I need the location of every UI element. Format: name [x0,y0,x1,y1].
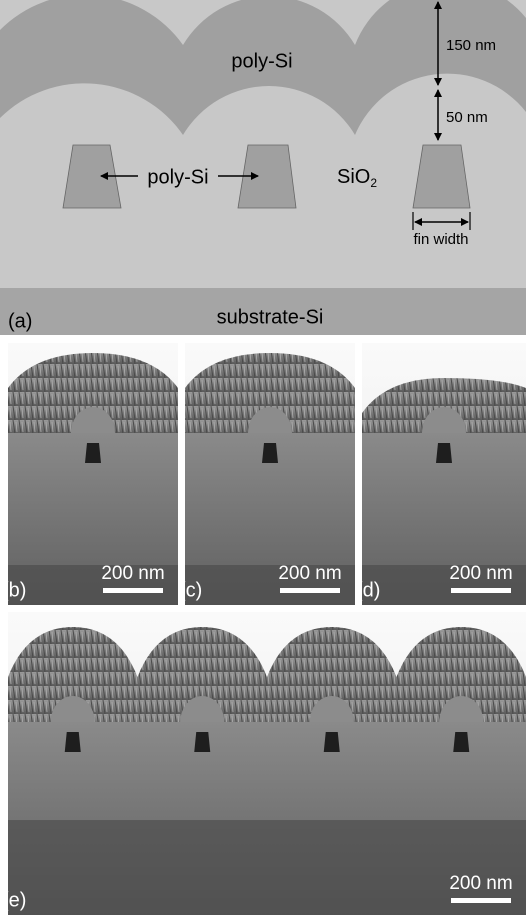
panel-label: (a) [8,310,32,332]
fin [324,732,340,752]
top-layer-label: poly-Si [231,50,292,72]
tem-images: 200 nm (b) 200 nm (c) 200 nm (d) 200 nm (e) [2,343,526,915]
scale-bar [280,588,340,593]
scale-bar-label: 200 nm [449,563,512,584]
fin [194,732,210,752]
panel-label: (d) [356,579,380,601]
scale-bar [451,588,511,593]
fin-width-label: fin width [413,231,468,248]
fin [453,732,469,752]
panel-label: (b) [2,579,26,601]
fin [436,443,452,463]
tem-substrate [8,820,526,915]
scale-bar-label: 200 nm [449,873,512,894]
figure: poly-Si 150 nm 50 nm poly-Si SiO2 fin wi… [0,0,526,915]
schematic: poly-Si 150 nm 50 nm poly-Si SiO2 fin wi… [0,0,526,335]
scale-bar-label: 200 nm [101,563,164,584]
scale-bar-label: 200 nm [278,563,341,584]
dimension-label: 150 nm [446,37,496,54]
tem-panel: 200 nm (d) [356,343,526,605]
fin-label: poly-Si [147,166,208,188]
fin [65,732,81,752]
tem-panel: 200 nm (c) [179,343,355,605]
oxide-text: SiO [337,166,370,188]
scale-bar [103,588,163,593]
fin [262,443,278,463]
oxide-subscript: 2 [370,176,377,190]
dimension-label: 50 nm [446,109,488,126]
tem-panel: 200 nm (e) [2,612,526,915]
scale-bar [451,898,511,903]
panel-label: (c) [179,579,202,601]
page: poly-Si 150 nm 50 nm poly-Si SiO2 fin wi… [0,0,526,915]
panel-label: (e) [2,889,26,911]
tem-panel: 200 nm (b) [2,343,178,605]
fin [85,443,101,463]
substrate-label: substrate-Si [217,306,324,328]
